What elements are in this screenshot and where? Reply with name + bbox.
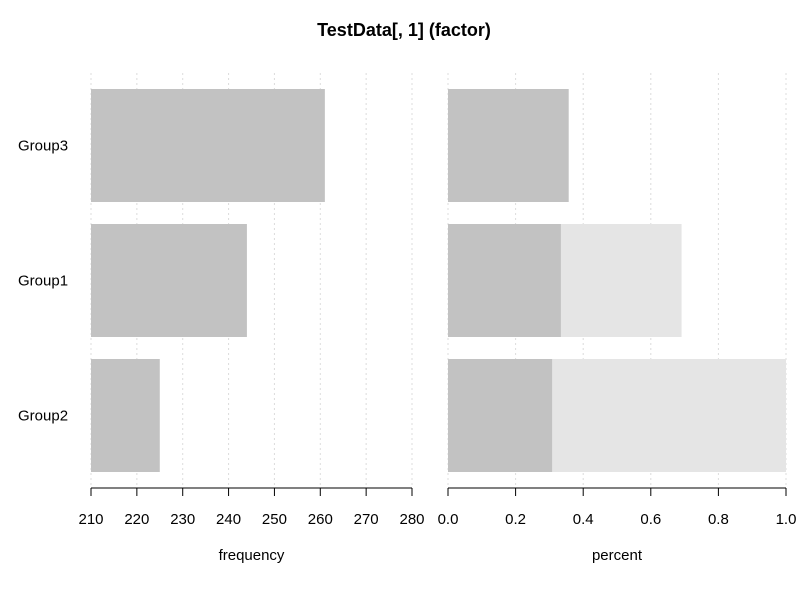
category-labels: Group3 Group1 Group2 <box>18 138 68 425</box>
bar <box>448 224 561 337</box>
x-tick-label: 260 <box>308 511 333 528</box>
x-tick-label: 0.6 <box>640 511 661 528</box>
x-tick-label: 230 <box>170 511 195 528</box>
chart-title: TestData[, 1] (factor) <box>317 20 491 40</box>
x-tick-label: 210 <box>78 511 103 528</box>
bars <box>91 89 786 472</box>
x-tick-label: 0.2 <box>505 511 526 528</box>
category-label: Group3 <box>18 138 68 155</box>
category-label: Group1 <box>18 273 68 290</box>
bar <box>91 359 160 472</box>
x-tick-label: 250 <box>262 511 287 528</box>
bar <box>448 89 569 202</box>
x-tick-label: 0.0 <box>438 511 459 528</box>
x-axis-label: percent <box>592 547 643 564</box>
x-tick-label: 1.0 <box>776 511 797 528</box>
x-tick-label: 0.4 <box>573 511 594 528</box>
x-tick-label: 240 <box>216 511 241 528</box>
x-tick-label: 0.8 <box>708 511 729 528</box>
category-label: Group2 <box>18 408 68 425</box>
bar <box>91 89 325 202</box>
bar <box>91 224 247 337</box>
x-axis-label: frequency <box>219 547 285 564</box>
x-tick-label: 270 <box>354 511 379 528</box>
x-tick-label: 280 <box>399 511 424 528</box>
axes: 210 220 230 240 250 260 270 280 frequency 0.0 0.2 0… <box>78 487 797 564</box>
bar <box>448 359 553 472</box>
x-tick-label: 220 <box>124 511 149 528</box>
